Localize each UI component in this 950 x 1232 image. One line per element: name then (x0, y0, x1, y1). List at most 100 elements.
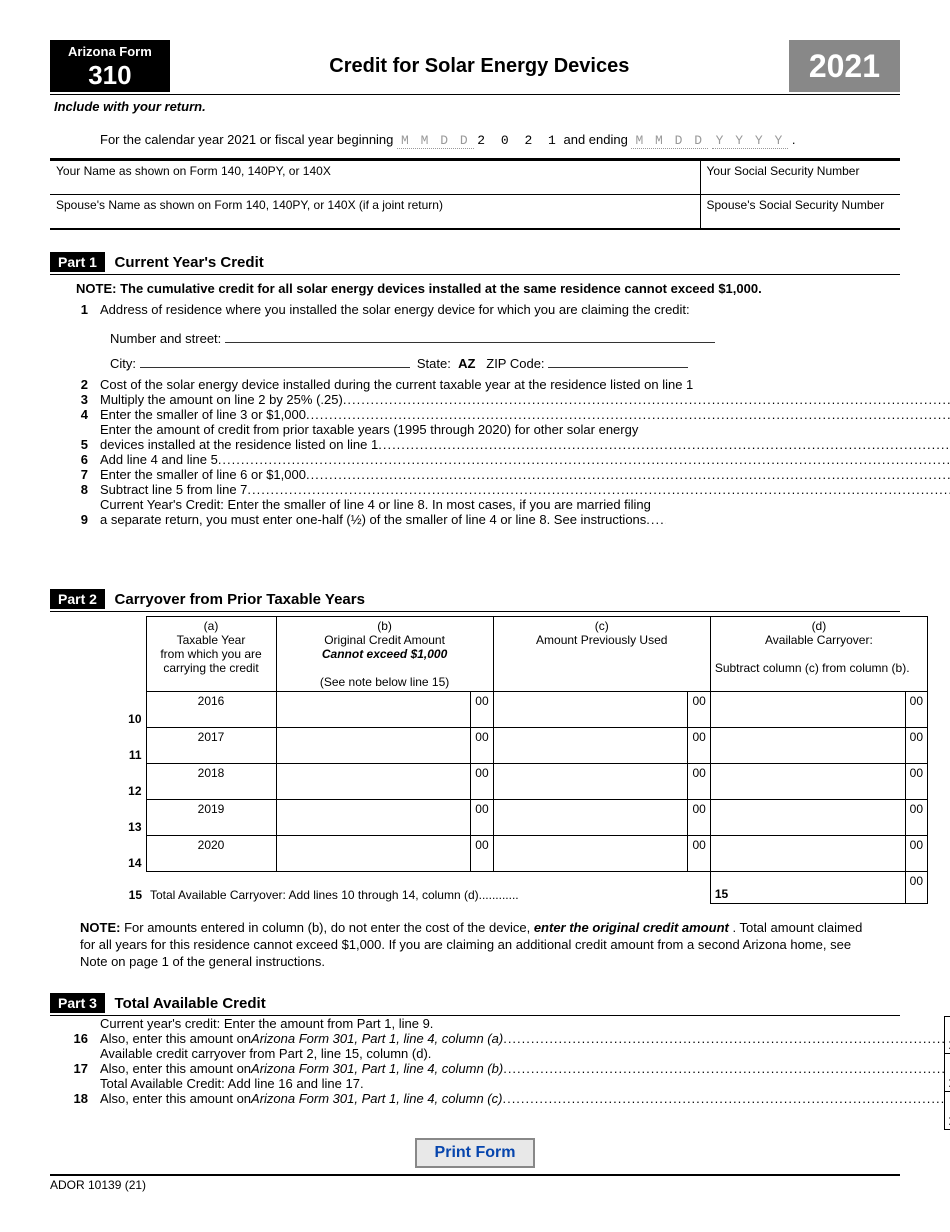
year-12: 2018 (146, 764, 276, 800)
part3-amount-boxes: 1600 1700 1800 (944, 1016, 950, 1130)
zip-label: ZIP Code: (486, 356, 544, 371)
state-label: State: (417, 356, 451, 371)
line-2: 2 Cost of the solar energy device instal… (50, 377, 950, 392)
line15-text: Total Available Carryover: Add lines 10 … (146, 872, 710, 904)
box-18: 1800 (944, 1092, 950, 1130)
amt-d-13[interactable] (710, 800, 905, 836)
amt-c-11[interactable] (493, 728, 688, 764)
fiscal-prefix: For the calendar year 2021 or fiscal yea… (100, 132, 397, 147)
zip-input[interactable] (548, 367, 688, 368)
street-input[interactable] (225, 342, 715, 343)
line16a-text: Current year's credit: Enter the amount … (100, 1016, 944, 1031)
fiscal-year-line: For the calendar year 2021 or fiscal yea… (100, 132, 900, 148)
form-header: Arizona Form 310 Credit for Solar Energy… (50, 40, 900, 92)
part1-title: Current Year's Credit (115, 254, 264, 271)
amt-d-12[interactable] (710, 764, 905, 800)
begin-mmdd[interactable]: M M D D (397, 133, 474, 149)
address-number-street: Number and street: (50, 331, 900, 346)
spouse-ssn-field[interactable]: Spouse's Social Security Number (700, 195, 900, 230)
line-4: 4 Enter the smaller of line 3 or $1,000 (50, 407, 950, 422)
city-input[interactable] (140, 367, 410, 368)
ssn-field[interactable]: Your Social Security Number (700, 160, 900, 195)
amt-d-14[interactable] (710, 836, 905, 872)
amt-c-14[interactable] (493, 836, 688, 872)
year-11: 2017 (146, 728, 276, 764)
line-18: 18 Total Available Credit: Add line 16 a… (50, 1076, 944, 1106)
city-label: City: (110, 356, 136, 371)
spouse-name-label: Spouse's Name as shown on Form 140, 140P… (56, 198, 443, 212)
line-17: 17 Available credit carryover from Part … (50, 1046, 944, 1076)
part2-note: NOTE: For amounts entered in column (b),… (80, 920, 880, 971)
name-label: Your Name as shown on Form 140, 140PY, o… (56, 164, 331, 178)
line2-text: Cost of the solar energy device installe… (100, 377, 693, 392)
form-title: Credit for Solar Energy Devices (180, 40, 779, 92)
name-field[interactable]: Your Name as shown on Form 140, 140PY, o… (50, 160, 700, 195)
addr-label: Number and street: (110, 331, 221, 346)
year-13: 2019 (146, 800, 276, 836)
note-text: The cumulative credit for all solar ener… (120, 281, 762, 296)
part2-title: Carryover from Prior Taxable Years (115, 591, 365, 608)
part1-note: NOTE: The cumulative credit for all sola… (76, 281, 900, 296)
print-button[interactable]: Print Form (415, 1138, 535, 1168)
line5a-text: Enter the amount of credit from prior ta… (100, 422, 950, 437)
line8-text: Subtract line 5 from line 7 (100, 482, 247, 497)
fiscal-mid: and ending (563, 132, 631, 147)
fiscal-suffix: . (792, 132, 796, 147)
include-instruction: Include with your return. (54, 99, 900, 114)
carryover-row-15: 15 Total Available Carryover: Add lines … (108, 872, 928, 904)
line-5: 5 Enter the amount of credit from prior … (50, 422, 950, 452)
year-10: 2016 (146, 692, 276, 728)
line3-text: Multiply the amount on line 2 by 25% (.2… (100, 392, 343, 407)
amt-15[interactable]: 15 (710, 872, 905, 904)
carryover-row-12: 12 2018 00 00 00 (108, 764, 928, 800)
year-14: 2020 (146, 836, 276, 872)
amt-b-12[interactable] (276, 764, 471, 800)
part3-title: Total Available Credit (115, 995, 266, 1012)
form-footer: ADOR 10139 (21) (50, 1174, 900, 1192)
amt-b-11[interactable] (276, 728, 471, 764)
part1-label: Part 1 (50, 252, 105, 272)
line-9: 9 Current Year's Credit: Enter the small… (50, 497, 950, 527)
line7-text: Enter the smaller of line 6 or $1,000 (100, 467, 306, 482)
line9a-text: Current Year's Credit: Enter the smaller… (100, 497, 950, 512)
amt-d-11[interactable] (710, 728, 905, 764)
line6-text: Add line 4 and line 5 (100, 452, 218, 467)
line9b-text: a separate return, you must enter one-ha… (100, 512, 646, 527)
col-b-header: (b) Original Credit Amount Cannot exceed… (276, 617, 493, 692)
carryover-row-11: 11 2017 00 00 00 (108, 728, 928, 764)
part1-header: Part 1 Current Year's Credit (50, 252, 900, 275)
carryover-table: (a) Taxable Year from which you are carr… (108, 616, 928, 904)
begin-year: 2 0 2 1 (477, 133, 560, 148)
note-label: NOTE: (76, 281, 116, 296)
identity-table: Your Name as shown on Form 140, 140PY, o… (50, 158, 900, 230)
box-16: 1600 (944, 1016, 950, 1054)
line17a-text: Available credit carryover from Part 2, … (100, 1046, 944, 1061)
amt-d-10[interactable] (710, 692, 905, 728)
line4-text: Enter the smaller of line 3 or $1,000 (100, 407, 306, 422)
amt-b-14[interactable] (276, 836, 471, 872)
part3-label: Part 3 (50, 993, 105, 1013)
amt-c-12[interactable] (493, 764, 688, 800)
spouse-name-field[interactable]: Spouse's Name as shown on Form 140, 140P… (50, 195, 700, 230)
state-value: AZ (458, 356, 475, 371)
form-number: 310 (68, 60, 152, 91)
line-6: 6 Add line 4 and line 5 (50, 452, 950, 467)
amt-b-10[interactable] (276, 692, 471, 728)
amt-c-13[interactable] (493, 800, 688, 836)
line5b-text: devices installed at the residence liste… (100, 437, 378, 452)
line-7: 7 Enter the smaller of line 6 or $1,000 (50, 467, 950, 482)
box-17: 1700 (944, 1054, 950, 1092)
part2-label: Part 2 (50, 589, 105, 609)
ssn-label: Your Social Security Number (707, 164, 860, 178)
form-badge: Arizona Form 310 (50, 40, 170, 92)
amt-b-13[interactable] (276, 800, 471, 836)
end-mmdd[interactable]: M M D D (631, 133, 708, 149)
line-1: 1 Address of residence where you install… (50, 302, 900, 317)
spouse-ssn-label: Spouse's Social Security Number (707, 198, 885, 212)
line18a-text: Total Available Credit: Add line 16 and … (100, 1076, 944, 1091)
carryover-row-14: 14 2020 00 00 00 (108, 836, 928, 872)
col-d-header: (d) Available Carryover: Subtract column… (710, 617, 927, 692)
line-3: 3 Multiply the amount on line 2 by 25% (… (50, 392, 950, 407)
amt-c-10[interactable] (493, 692, 688, 728)
end-year[interactable]: Y Y Y Y (712, 133, 789, 149)
